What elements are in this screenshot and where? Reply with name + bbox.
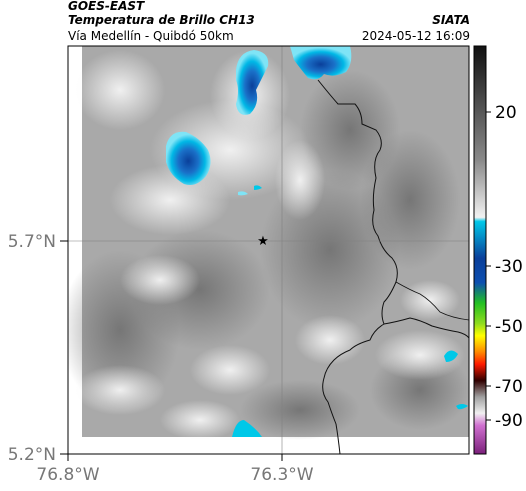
plot-frame — [67, 45, 470, 455]
colorbar-tick-minus30: -30 — [495, 257, 523, 277]
colorbar: 20 -30 -50 -70 -90 — [473, 45, 523, 455]
lat-label-5-2: 5.2°N — [8, 445, 56, 465]
brightness-temperature-raster: ★ — [68, 46, 469, 454]
colorbar-tick-20: 20 — [495, 103, 517, 123]
satellite-title: GOES-EAST — [68, 0, 145, 13]
lon-label-76-8: 76.8°W — [36, 465, 99, 485]
lon-label-76-3: 76.3°W — [250, 465, 313, 485]
star-marker: ★ — [257, 234, 269, 249]
colorbar-tick-minus70: -70 — [495, 377, 523, 397]
colorbar-tick-minus50: -50 — [495, 317, 523, 337]
colorbar-gradient — [473, 45, 487, 455]
colorbar-tick-minus90: -90 — [495, 411, 523, 431]
product-title: Temperatura de Brillo CH13 — [68, 13, 255, 27]
lat-label-5-7: 5.7°N — [8, 232, 56, 252]
route-label: Vía Medellín - Quibdó 50km — [68, 29, 234, 43]
organization-label: SIATA — [432, 13, 470, 27]
coastline — [322, 323, 385, 454]
timestamp-label: 2024-05-12 16:09 — [361, 29, 470, 43]
border-line — [317, 79, 469, 339]
